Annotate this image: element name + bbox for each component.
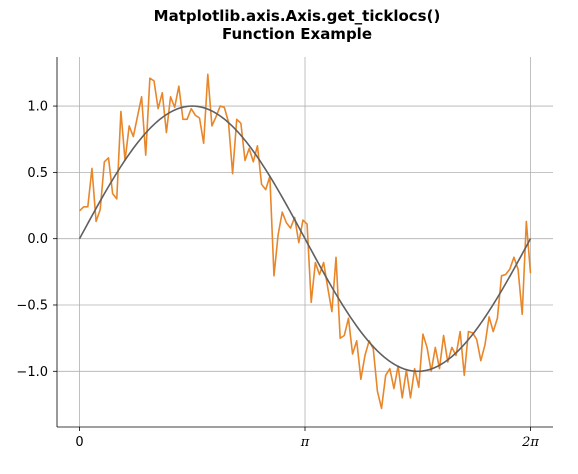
- series-group: [78, 73, 532, 410]
- y-tick-label-2: 0.0: [27, 232, 48, 247]
- y-tick-label-0: −1.0: [16, 365, 48, 380]
- sine-curve-line: [78, 105, 532, 373]
- chart-title-line-2: Function Example: [222, 25, 372, 43]
- grid-lines: [57, 57, 553, 427]
- x-tick-label-0: 0: [75, 435, 83, 450]
- x-tick-label-2: 2π: [521, 435, 539, 450]
- y-tick-label-3: 0.5: [27, 166, 48, 181]
- x-tick-label-1: π: [300, 435, 310, 450]
- y-tick-label-4: 1.0: [27, 100, 48, 115]
- y-tick-label-1: −0.5: [16, 298, 48, 313]
- y-axis-ticks: −1.0 −0.5 0.0 0.5 1.0: [16, 100, 57, 380]
- x-axis-ticks: 0 π 2π: [75, 427, 539, 450]
- chart-title-line-1: Matplotlib.axis.Axis.get_ticklocs(): [154, 7, 441, 25]
